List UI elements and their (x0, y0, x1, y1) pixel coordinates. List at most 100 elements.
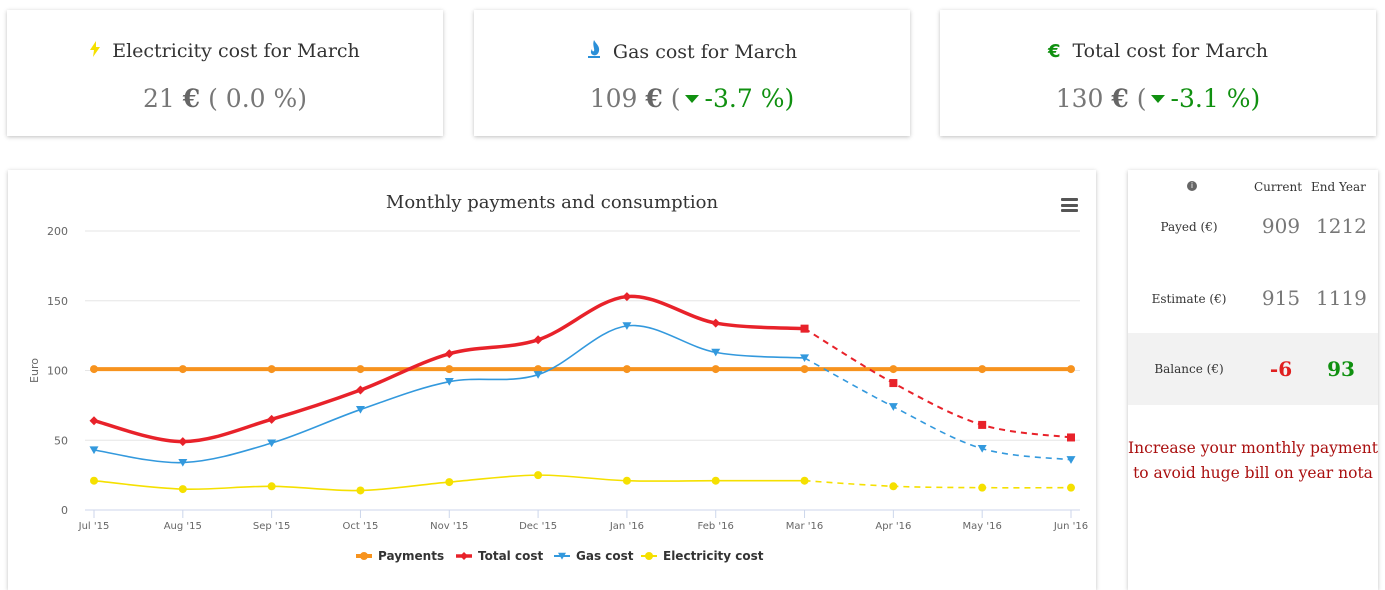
data-point (178, 437, 188, 447)
legend-label: Total cost (478, 549, 543, 563)
data-point (355, 405, 365, 414)
kpi-total-change: -3.1 % (1170, 84, 1251, 113)
data-point (533, 371, 543, 379)
kpi-electricity-title: Electricity cost for March (7, 40, 443, 62)
data-point (90, 365, 98, 374)
series-line-gas-cost (93, 324, 805, 464)
x-tick-label: May '16 (963, 521, 1002, 532)
data-point (533, 335, 543, 345)
series-forecast-gas-cost (804, 357, 1072, 461)
data-point (89, 446, 99, 455)
kpi-gas-card: Gas cost for March 109 € (-3.7 %) (474, 10, 910, 136)
y-tick-label: 200 (47, 225, 68, 238)
data-point (889, 379, 898, 388)
data-point (267, 414, 277, 424)
data-point (178, 365, 187, 374)
x-tick-label: Feb '16 (698, 521, 734, 532)
data-point (1067, 433, 1075, 442)
x-tick-label: Jul '15 (78, 521, 110, 532)
y-tick-label: 100 (47, 365, 68, 378)
data-point (800, 365, 809, 374)
hamburger-menu-icon[interactable] (1061, 198, 1078, 212)
data-point (711, 348, 721, 357)
data-point (888, 403, 898, 411)
data-point (534, 471, 543, 480)
data-point (622, 322, 632, 330)
down-triangle-icon (684, 94, 699, 103)
data-point (355, 385, 365, 395)
x-tick-label: Mar '16 (786, 521, 824, 532)
data-point (889, 365, 898, 374)
x-tick-label: Jan '16 (609, 521, 644, 532)
data-point (178, 458, 188, 467)
data-point (622, 365, 631, 374)
data-point (90, 476, 98, 485)
legend-label: Payments (378, 549, 444, 563)
kpi-total-value: 130 € (-3.1 %) (1055, 84, 1261, 113)
data-point (622, 476, 631, 485)
data-point (558, 552, 566, 560)
info-icon[interactable]: i (1187, 181, 1197, 191)
data-point (800, 476, 809, 485)
data-point (360, 552, 368, 560)
data-point (645, 552, 653, 560)
header-end-year: End Year (1311, 180, 1366, 194)
data-point (444, 378, 454, 386)
data-point (445, 365, 454, 374)
row-payed: Payed (€) 909 1212 (1160, 214, 1367, 238)
data-point (1067, 483, 1075, 492)
data-point (711, 476, 720, 485)
data-point (800, 324, 809, 333)
legend-label: Gas cost (576, 549, 634, 563)
lightning-bolt-icon (90, 41, 101, 62)
row-estimate: Estimate (€) 915 1119 (1151, 286, 1367, 310)
data-point (711, 318, 721, 328)
kpi-gas-value: 109 € (-3.7 %) (589, 84, 795, 113)
x-tick-label: Nov '15 (430, 521, 468, 532)
down-triangle-icon (1150, 94, 1165, 103)
data-point (800, 354, 810, 362)
data-point (267, 439, 277, 448)
data-point (978, 365, 987, 374)
data-point (977, 445, 987, 453)
kpi-electricity-change: 0.0 % (225, 84, 298, 113)
kpi-gas-change: -3.7 % (704, 84, 785, 113)
data-point (1066, 456, 1076, 464)
data-point (622, 292, 632, 302)
data-point (889, 482, 898, 491)
kpi-electricity-card: Electricity cost for March 21 € ( 0.0 %) (7, 10, 443, 136)
x-tick-label: Aug '15 (164, 521, 202, 532)
data-point (356, 486, 365, 495)
y-axis-label: Euro (28, 358, 41, 383)
y-tick-label: 150 (47, 295, 68, 308)
data-point (978, 420, 987, 429)
y-tick-label: 50 (54, 434, 68, 447)
euro-icon: € (1047, 41, 1061, 62)
data-point (267, 482, 276, 491)
x-tick-label: Sep '15 (253, 521, 291, 532)
legend-label: Electricity cost (663, 549, 764, 563)
x-tick-label: Dec '15 (519, 521, 557, 532)
x-tick-label: Apr '16 (875, 521, 911, 532)
series-forecast-electricity-cost (804, 479, 1072, 489)
series-forecast-total-cost (804, 327, 1072, 439)
kpi-electricity-value: 21 € ( 0.0 %) (142, 84, 308, 113)
row-balance: Balance (€) -6 93 (1128, 333, 1378, 405)
kpi-total-title: € Total cost for March (1047, 40, 1269, 62)
x-tick-label: Jun '16 (1053, 521, 1088, 532)
chart-card: Monthly payments and consumption 0 50 100 15… (8, 170, 1096, 590)
data-point (460, 552, 468, 560)
gas-flame-icon (587, 40, 601, 63)
data-point (445, 478, 454, 487)
data-point (1067, 365, 1075, 374)
data-point (978, 483, 987, 492)
warning-message: Increase your monthly payment to avoid h… (1128, 439, 1378, 482)
data-point (178, 485, 187, 494)
x-tick-label: Oct '15 (342, 521, 378, 532)
chart-title: Monthly payments and consumption (386, 192, 719, 213)
data-point (89, 416, 99, 426)
y-tick-label: 0 (61, 504, 68, 517)
data-point (711, 365, 720, 374)
data-point (267, 365, 276, 374)
data-point (356, 365, 365, 374)
